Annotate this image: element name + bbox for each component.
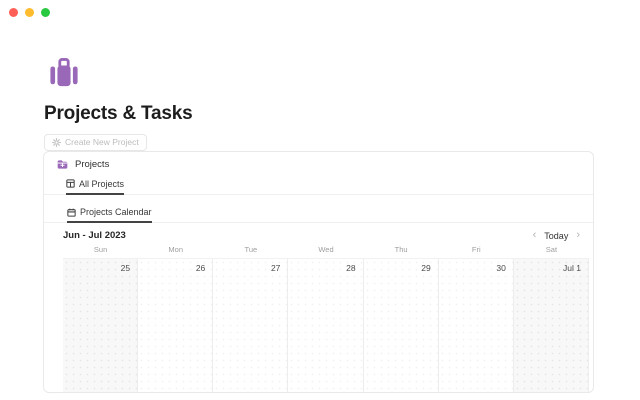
calendar-day-cell[interactable]: 28 [288,259,364,392]
calendar-icon [67,208,76,217]
calendar-day-cell[interactable]: 27 [213,259,289,392]
page-title: Projects & Tasks [44,103,193,124]
date-label: 29 [421,263,431,273]
calendar-day-cell[interactable]: 25 [63,259,139,392]
calendar-nav: ‹ Today › [532,229,580,241]
minimize-button[interactable] [25,8,34,17]
tab-projects-calendar-label: Projects Calendar [80,207,152,217]
today-button[interactable]: Today [544,230,569,241]
tab-projects-calendar[interactable]: Projects Calendar [67,207,152,223]
day-header-label: Sun [93,245,108,254]
gear-icon [52,138,61,147]
window-controls [9,8,50,17]
briefcase-icon[interactable] [49,57,79,89]
create-new-project-button[interactable]: Create New Project [44,134,147,151]
create-new-project-label: Create New Project [65,137,139,147]
calendar-view-tabs: Projects Calendar [44,204,593,223]
day-header-label: Mon [168,245,183,254]
date-label: Jul 1 [563,263,581,273]
table-view-icon [66,179,75,188]
tab-all-projects-label: All Projects [79,178,125,189]
day-header-label: Sat [545,245,558,254]
calendar-day-cell[interactable]: 30 [438,259,514,392]
day-header-label: Thu [394,245,408,254]
date-label: 26 [195,263,206,273]
calendar-toolbar: Jun - Jul 2023 ‹ Today › [44,223,593,242]
day-header-label: Fri [471,245,481,254]
calendar-week-row: 25 26 27 28 29 30 Jul 1 [63,258,589,392]
chevron-left-icon[interactable]: ‹ [532,229,537,241]
close-button[interactable] [9,8,18,17]
view-tabs: All Projects [44,175,593,195]
tab-all-projects[interactable]: All Projects [66,178,125,195]
date-label: 28 [346,263,356,273]
calendar-day-cell[interactable]: Jul 1 [513,259,589,392]
projects-database-icon [57,159,68,170]
date-label: 30 [496,263,506,273]
projects-section-header: Projects [44,152,593,170]
date-label: 27 [270,263,281,273]
projects-section-title: Projects [75,159,110,170]
date-label: 25 [120,263,131,273]
day-header-label: Tue [244,245,258,254]
calendar-day-cell[interactable]: 29 [363,259,439,392]
chevron-right-icon[interactable]: › [576,229,580,241]
day-header-label: Wed [318,245,334,254]
maximize-button[interactable] [41,8,50,17]
calendar-day-cell[interactable]: 26 [138,259,214,392]
month-range-label: Jun - Jul 2023 [63,230,126,241]
projects-card: Projects All Projects [43,151,594,393]
calendar-day-header-row: Sun Mon Tue Wed Thu Fri Sat [63,245,589,258]
